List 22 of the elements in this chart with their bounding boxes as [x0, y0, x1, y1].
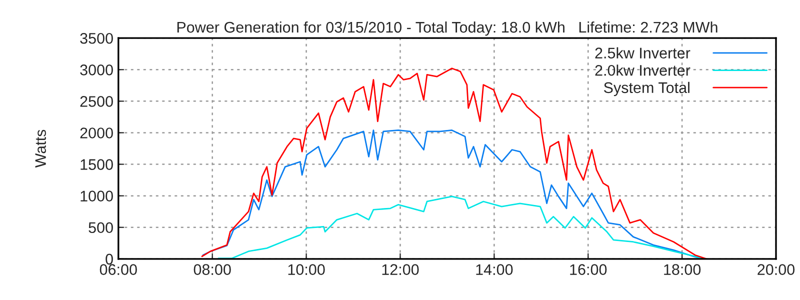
x-tick-label: 18:00 [664, 264, 701, 275]
y-tick-label: 500 [88, 222, 113, 234]
y-tick-label: 3500 [80, 32, 113, 44]
y-tick-label: 1000 [80, 190, 113, 202]
x-tick-label: 10:00 [288, 264, 325, 275]
y-axis-title: Watts [35, 130, 46, 168]
y-tick-label: 0 [106, 254, 113, 265]
y-tick-label: 2500 [80, 96, 113, 107]
legend-label: 2.0kw Inverter [595, 64, 690, 76]
chart-title: Power Generation for 03/15/2010 - Total Today: 18.0 kWh Lifetime: 2.723 MWh [177, 21, 718, 36]
line-series [218, 196, 704, 259]
x-tick-label: 20:00 [758, 264, 795, 275]
x-tick-label: 12:00 [382, 264, 419, 275]
legend-label: System Total [604, 82, 690, 96]
y-tick-label: 3000 [80, 64, 113, 76]
x-tick-label: 16:00 [570, 264, 607, 275]
x-tick-label: 06:00 [100, 264, 137, 275]
x-tick-label: 14:00 [476, 264, 513, 275]
y-tick-label: 2000 [80, 128, 113, 138]
y-tick-label: 1500 [80, 159, 113, 170]
x-tick-label: 08:00 [194, 264, 231, 275]
legend-label: 2.5kw Inverter [595, 47, 690, 58]
